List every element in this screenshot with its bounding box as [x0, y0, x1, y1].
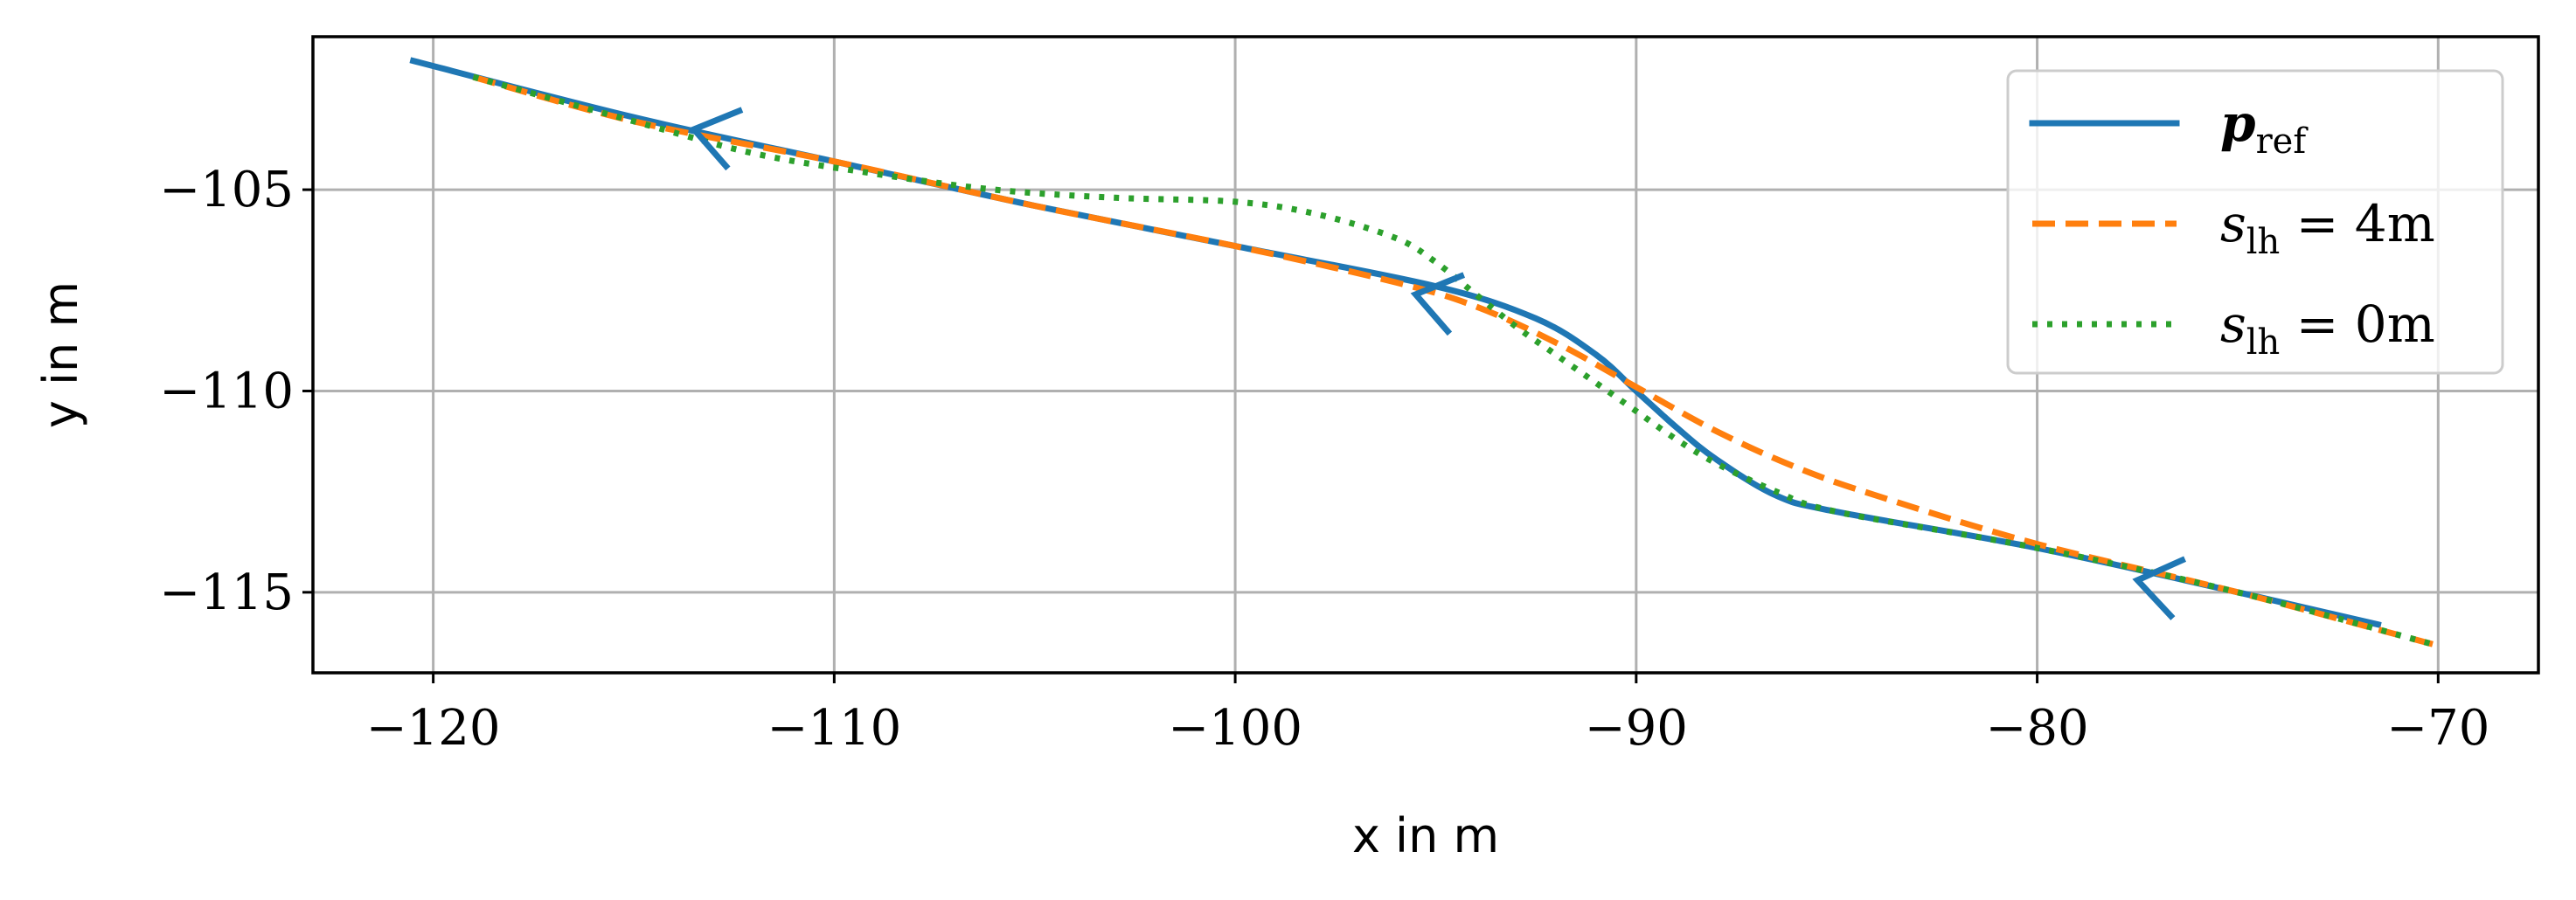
y-tick-label: −110 [159, 363, 294, 419]
x-tick-label: −120 [366, 700, 501, 757]
y-tick-label: −115 [159, 564, 294, 621]
direction-arrow [2132, 556, 2187, 620]
legend-box [2006, 69, 2504, 375]
axis-ticks: −120 −110 −100 −90 −80 −70 −105 −110 −115 [159, 162, 2489, 757]
legend-label: slh = 0m [2220, 294, 2435, 363]
x-tick-label: −90 [1585, 700, 1688, 757]
legend-label: slh = 4m [2220, 194, 2435, 262]
x-axis-label: x in m [1352, 808, 1499, 863]
plot-frame [311, 35, 2540, 675]
direction-arrow [688, 107, 744, 171]
x-tick-label: −110 [767, 700, 901, 757]
legend-label: pref [2220, 93, 2309, 162]
direction-arrow [1410, 272, 1466, 336]
x-tick-label: −80 [1985, 700, 2088, 757]
series-line-s-lh-4m [472, 73, 2435, 648]
y-axis-label: y in m [33, 281, 88, 428]
y-tick-label: −105 [159, 162, 294, 218]
direction-arrows [688, 107, 2187, 620]
x-tick-label: −70 [2386, 700, 2489, 757]
series-layer [409, 57, 2435, 648]
x-tick-label: −100 [1168, 700, 1302, 757]
legend: pref slh = 4m slh = 0m [2006, 69, 2504, 375]
